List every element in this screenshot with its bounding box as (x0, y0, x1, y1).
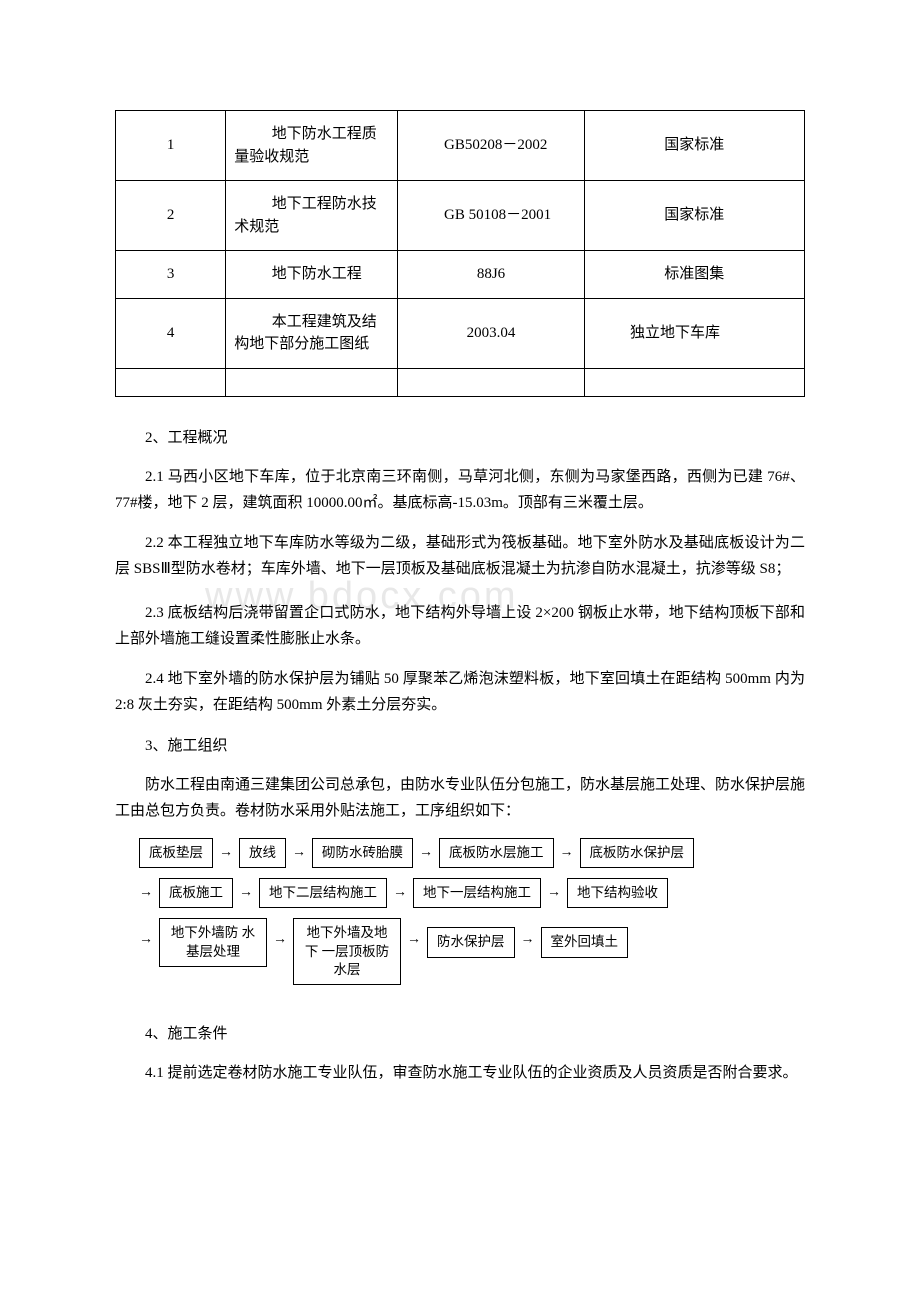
table-row: 3 地下防水工程 88J6 标准图集 (116, 251, 805, 299)
row-num: 2 (116, 181, 226, 251)
table-row: 4 本工程建筑及结构地下部分施工图纸 2003.04 独立地下车库 (116, 298, 805, 368)
flow-row-2: → 底板施工 → 地下二层结构施工 → 地下一层结构施工 → 地下结构验收 (139, 878, 805, 908)
row-name: 地下工程防水技术规范 (226, 181, 398, 251)
section-2-title: 2、工程概况 (115, 425, 805, 452)
row-remark: 国家标准 (584, 181, 805, 251)
para-4-1: 4.1 提前选定卷材防水施工专业队伍，审查防水施工专业队伍的企业资质及人员资质是… (115, 1060, 805, 1086)
flow-node: 地下外墙防 水基层处理 (159, 918, 267, 966)
flow-row-1: 底板垫层 → 放线 → 砌防水砖胎膜 → 底板防水层施工 → 底板防水保护层 (139, 838, 805, 868)
flow-node: 底板防水层施工 (439, 838, 554, 868)
flow-node: 防水保护层 (427, 927, 515, 957)
flow-node: 地下结构验收 (567, 878, 668, 908)
arrow-icon: → (271, 918, 289, 948)
row-remark: 标准图集 (584, 251, 805, 299)
row-name: 本工程建筑及结构地下部分施工图纸 (226, 298, 398, 368)
flow-node: 地下一层结构施工 (413, 878, 541, 908)
flow-node: 底板防水保护层 (580, 838, 695, 868)
table-row: 1 地下防水工程质量验收规范 GB50208－2002 国家标准 (116, 111, 805, 181)
row-code: 2003.04 (398, 298, 584, 368)
arrow-icon: → (139, 918, 153, 948)
arrow-icon: → (391, 885, 409, 901)
row-code: GB 50108－2001 (398, 181, 584, 251)
flow-node: 砌防水砖胎膜 (312, 838, 413, 868)
row-name: 地下防水工程质量验收规范 (226, 111, 398, 181)
arrow-icon: → (558, 845, 576, 861)
arrow-icon: → (237, 885, 255, 901)
standards-table: 1 地下防水工程质量验收规范 GB50208－2002 国家标准 2 地下工程防… (115, 110, 805, 397)
section-4-title: 4、施工条件 (115, 1021, 805, 1048)
table-row: 2 地下工程防水技术规范 GB 50108－2001 国家标准 (116, 181, 805, 251)
arrow-icon: → (545, 885, 563, 901)
section-3-title: 3、施工组织 (115, 733, 805, 760)
arrow-icon: → (290, 845, 308, 861)
row-remark: 国家标准 (584, 111, 805, 181)
para-3-body: 防水工程由南通三建集团公司总承包，由防水专业队伍分包施工，防水基层施工处理、防水… (115, 772, 805, 825)
para-2-1: 2.1 马西小区地下车库，位于北京南三环南侧，马草河北侧，东侧为马家堡西路，西侧… (115, 464, 805, 517)
arrow-icon: → (405, 918, 423, 948)
arrow-icon: → (417, 845, 435, 861)
arrow-icon: → (519, 918, 537, 948)
arrow-icon: → (139, 885, 153, 901)
row-num: 4 (116, 298, 226, 368)
para-2-2: 2.2 本工程独立地下车库防水等级为二级，基础形式为筏板基础。地下室外防水及基础… (115, 530, 805, 583)
flow-node: 室外回填土 (541, 927, 629, 957)
flow-node: 地下外墙及地下 一层顶板防水层 (293, 918, 401, 985)
flow-node: 放线 (239, 838, 286, 868)
arrow-icon: → (217, 845, 235, 861)
para-2-4: 2.4 地下室外墙的防水保护层为铺贴 50 厚聚苯乙烯泡沫塑料板，地下室回填土在… (115, 666, 805, 719)
flow-node: 地下二层结构施工 (259, 878, 387, 908)
flow-row-3: → 地下外墙防 水基层处理 → 地下外墙及地下 一层顶板防水层 → 防水保护层 … (139, 918, 805, 985)
row-code: GB50208－2002 (398, 111, 584, 181)
row-name: 地下防水工程 (226, 251, 398, 299)
row-num: 3 (116, 251, 226, 299)
flow-node: 底板施工 (159, 878, 233, 908)
flow-node: 底板垫层 (139, 838, 213, 868)
row-num: 1 (116, 111, 226, 181)
table-row-empty (116, 368, 805, 396)
process-flowchart: 底板垫层 → 放线 → 砌防水砖胎膜 → 底板防水层施工 → 底板防水保护层 →… (115, 838, 805, 985)
row-remark: 独立地下车库 (584, 298, 805, 368)
para-2-3: 2.3 底板结构后浇带留置企口式防水，地下结构外导墙上设 2×200 钢板止水带… (115, 600, 805, 653)
row-code: 88J6 (398, 251, 584, 299)
